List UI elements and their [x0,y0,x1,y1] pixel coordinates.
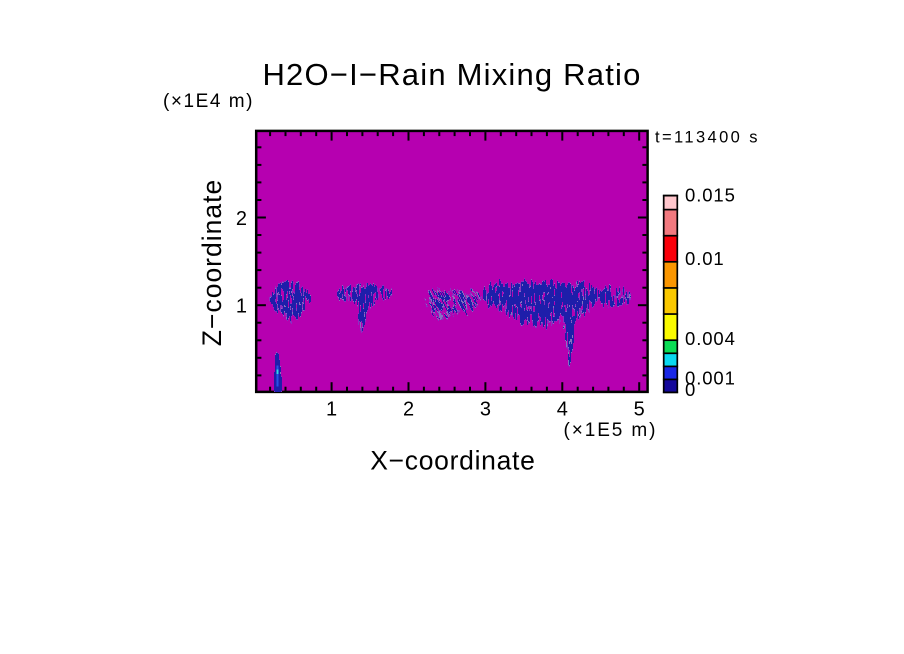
svg-text:H2O−I−Rain Mixing Ratio: H2O−I−Rain Mixing Ratio [262,57,641,92]
svg-text:Z−coordinate: Z−coordinate [197,179,227,346]
svg-text:0.001: 0.001 [685,367,736,388]
svg-text:3: 3 [480,398,491,420]
svg-text:t=113400 s: t=113400 s [655,129,760,147]
svg-text:1: 1 [326,398,337,420]
svg-text:(×1E5 m): (×1E5 m) [564,420,658,441]
svg-text:2: 2 [403,398,414,420]
svg-text:4: 4 [557,398,568,420]
svg-text:(×1E4 m): (×1E4 m) [163,91,254,112]
svg-text:2: 2 [236,208,247,230]
svg-text:5: 5 [634,398,645,420]
svg-text:0.01: 0.01 [685,248,725,269]
svg-text:1: 1 [236,296,247,318]
svg-text:X−coordinate: X−coordinate [370,445,535,475]
svg-text:0.015: 0.015 [685,185,736,206]
svg-text:0: 0 [685,379,695,400]
svg-text:0.004: 0.004 [685,328,736,349]
